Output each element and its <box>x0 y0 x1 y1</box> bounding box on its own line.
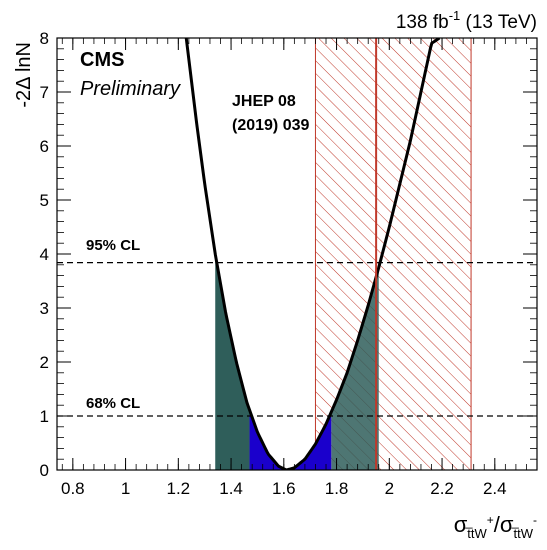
x-tick-label: 1.2 <box>166 479 190 498</box>
reference-label-line2: (2019) 039 <box>232 117 309 134</box>
y-tick-label: 8 <box>40 29 49 48</box>
x-title-den-sup: - <box>533 513 537 527</box>
reference-label-line1: JHEP 08 <box>232 93 296 110</box>
y-tick-label: 2 <box>40 353 49 372</box>
likelihood-curve <box>184 38 441 470</box>
y-tick-label: 7 <box>40 83 49 102</box>
y-tick-label: 3 <box>40 299 49 318</box>
y-tick-label: 4 <box>40 245 49 264</box>
x-tick-label: 1.4 <box>219 479 243 498</box>
x-tick-label: 2.2 <box>430 479 454 498</box>
cl-68-interval-fill <box>249 409 332 470</box>
lumi-energy: (13 TeV) <box>460 12 537 33</box>
x-tick-label: 2.4 <box>483 479 507 498</box>
cl-68-label: 68% CL <box>86 395 140 412</box>
lumi-exponent: -1 <box>449 8 461 23</box>
x-title-num-sub: t̅tW <box>465 526 488 541</box>
x-tick-label: 0.8 <box>61 479 85 498</box>
y-tick-label: 5 <box>40 191 49 210</box>
y-tick-label: 0 <box>40 461 49 480</box>
x-title-num-sup: + <box>487 513 494 527</box>
x-title-den-base: /σ <box>494 512 514 537</box>
x-tick-label: 1.8 <box>325 479 349 498</box>
likelihood-curve-group <box>184 38 441 470</box>
x-tick-label: 2 <box>385 479 394 498</box>
cl-95-label: 95% CL <box>86 237 140 254</box>
cl-95-interval-fill-right <box>331 267 379 470</box>
x-tick-label: 1.6 <box>272 479 296 498</box>
y-axis-title: -2Δ lnN <box>13 42 35 108</box>
status-label: Preliminary <box>80 78 181 100</box>
x-tick-label: 1 <box>121 479 130 498</box>
x-axis-title: σt̅tW+/σt̅tW- <box>454 512 537 541</box>
lumi-header: 138 fb-1 (13 TeV) <box>396 8 537 33</box>
y-axis-group: 0 1 2 3 4 5 6 7 8 <box>40 29 537 480</box>
x-title-base: σ <box>454 512 468 537</box>
experiment-label: CMS <box>80 49 124 71</box>
confidence-level-lines-group <box>57 261 537 417</box>
y-tick-label: 1 <box>40 407 49 426</box>
x-title-den-sub: t̅tW <box>511 526 534 541</box>
lumi-value: 138 fb <box>396 12 449 33</box>
y-tick-label: 6 <box>40 137 49 156</box>
x-axis-group: 0.8 1 1.2 1.4 1.6 1.8 2 2.2 2.4 <box>61 38 527 498</box>
